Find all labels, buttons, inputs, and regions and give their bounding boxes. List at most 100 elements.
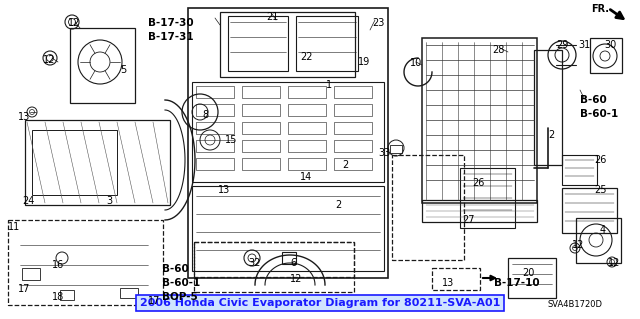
Text: 23: 23 [372, 18, 385, 28]
Text: 16: 16 [52, 260, 64, 270]
Text: 20: 20 [522, 268, 534, 278]
Text: 11: 11 [8, 222, 20, 232]
Text: 2: 2 [548, 130, 554, 140]
Text: 18: 18 [52, 292, 64, 302]
Bar [60, 290, 74, 300]
Bar [288, 86, 326, 98]
Text: 12: 12 [608, 258, 620, 268]
Bar [32, 130, 117, 195]
Text: 19: 19 [358, 57, 371, 67]
Text: 17: 17 [148, 296, 161, 306]
Bar [228, 16, 288, 71]
Bar [590, 38, 622, 73]
Text: 15: 15 [225, 135, 237, 145]
Bar [334, 86, 372, 98]
Text: 8: 8 [202, 110, 208, 120]
Text: 12: 12 [68, 18, 81, 28]
Bar [196, 122, 234, 134]
Bar [196, 86, 234, 98]
Text: 2006 Honda Civic Evaporator Diagram for 80211-SVA-A01: 2006 Honda Civic Evaporator Diagram for … [140, 298, 500, 308]
Bar [282, 252, 296, 264]
Text: 5: 5 [120, 65, 126, 75]
Bar [188, 8, 388, 278]
Bar [194, 242, 354, 277]
Bar [192, 186, 384, 271]
Text: B-17-10: B-17-10 [494, 278, 540, 288]
Bar [196, 158, 234, 170]
Bar [508, 258, 556, 298]
Bar [534, 50, 562, 165]
Text: 31: 31 [578, 40, 590, 50]
Text: 1: 1 [326, 80, 332, 90]
Bar [192, 82, 384, 182]
Bar [220, 12, 355, 77]
Bar [576, 218, 621, 263]
Text: 25: 25 [594, 185, 607, 195]
Text: 22: 22 [300, 52, 312, 62]
Bar [334, 122, 372, 134]
Bar [288, 122, 326, 134]
Text: 3: 3 [106, 196, 112, 206]
Text: B-60-1: B-60-1 [580, 109, 618, 119]
Bar [288, 104, 326, 116]
Text: 21: 21 [266, 12, 278, 22]
Text: 12: 12 [572, 240, 584, 250]
Text: 32: 32 [248, 258, 260, 268]
Text: B-60-1: B-60-1 [162, 278, 200, 288]
Bar [422, 38, 537, 203]
Text: B-17-30: B-17-30 [148, 18, 194, 28]
Text: 2: 2 [335, 200, 341, 210]
Bar [25, 120, 170, 205]
Text: B-60: B-60 [580, 95, 607, 105]
Bar [422, 200, 537, 222]
Text: 24: 24 [22, 196, 35, 206]
Bar [194, 242, 354, 292]
Bar [242, 122, 280, 134]
Bar [334, 158, 372, 170]
Text: 6: 6 [290, 258, 296, 268]
Text: 26: 26 [472, 178, 484, 188]
Bar [334, 104, 372, 116]
Text: SVA4B1720D: SVA4B1720D [548, 300, 603, 309]
Text: 33: 33 [378, 148, 390, 158]
Text: 12: 12 [290, 274, 302, 284]
Bar [288, 158, 326, 170]
Bar [562, 155, 597, 185]
Bar [288, 140, 326, 152]
Text: 26: 26 [594, 155, 606, 165]
Text: 27: 27 [462, 215, 474, 225]
Bar [242, 140, 280, 152]
Bar [70, 28, 135, 103]
Text: B-17-31: B-17-31 [148, 32, 194, 42]
Text: 14: 14 [300, 172, 312, 182]
Bar [334, 140, 372, 152]
Text: BOP-5: BOP-5 [162, 292, 198, 302]
Bar [242, 158, 280, 170]
Bar [392, 155, 464, 260]
Text: 13: 13 [218, 185, 230, 195]
Text: 17: 17 [18, 284, 30, 294]
Bar [22, 268, 40, 280]
Bar [242, 104, 280, 116]
Text: 13: 13 [18, 112, 30, 122]
Bar [8, 220, 163, 305]
Text: 29: 29 [556, 40, 568, 50]
Text: FR.: FR. [591, 4, 609, 14]
Text: B-60: B-60 [162, 264, 189, 274]
Text: 13: 13 [442, 278, 454, 288]
Bar [196, 104, 234, 116]
Bar [120, 288, 138, 298]
Text: 30: 30 [604, 40, 616, 50]
Bar [432, 268, 480, 290]
Text: 10: 10 [410, 58, 422, 68]
Text: 4: 4 [600, 225, 606, 235]
Text: 12: 12 [43, 55, 56, 65]
Bar [196, 140, 234, 152]
Text: 2: 2 [342, 160, 348, 170]
Bar [460, 168, 515, 228]
Bar [562, 188, 617, 233]
Bar [296, 16, 358, 71]
Bar [390, 145, 402, 153]
Text: 28: 28 [492, 45, 504, 55]
Bar [242, 86, 280, 98]
